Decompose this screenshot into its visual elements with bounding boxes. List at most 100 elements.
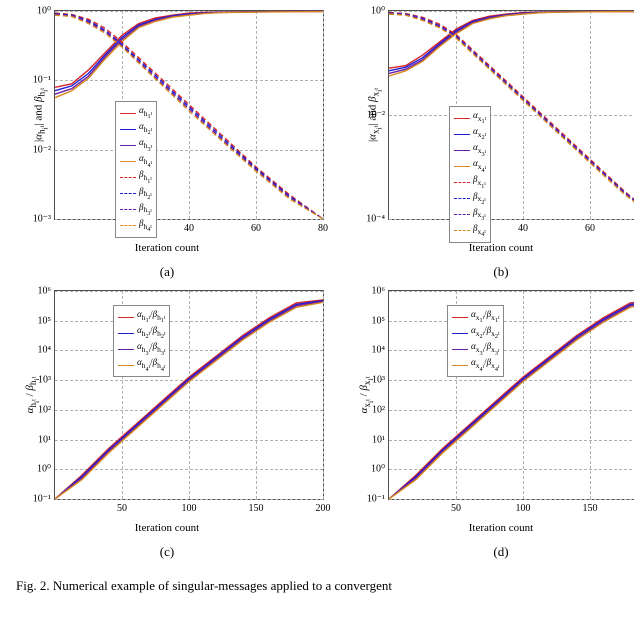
legend-item: βx1t	[454, 174, 486, 190]
legend-swatch	[118, 349, 134, 350]
legend-item: αx4t/βx4t	[452, 357, 499, 373]
ytick-label: 10⁴	[38, 345, 56, 356]
legend-label: αx3t	[473, 142, 486, 158]
panel-d: αxit / βxit 10⁻¹10⁰10¹10²10³10⁴10⁵10⁶501…	[344, 290, 634, 560]
legend-label: βx1t	[473, 174, 486, 190]
legend-label: αh2t	[139, 121, 152, 137]
legend-label: αh2t/βh2t	[137, 325, 165, 341]
xtick-label: 100	[182, 499, 197, 514]
series-lines	[55, 291, 323, 499]
ytick-label: 10¹	[38, 434, 55, 445]
legend-item: αh1t/βh1t	[118, 309, 165, 325]
legend-item: αx2t	[454, 126, 486, 142]
legend-item: αx4t	[454, 158, 486, 174]
legend-label: αh3t/βh3t	[137, 341, 165, 357]
series-lines	[389, 291, 634, 499]
legend-label: αx2t/βx2t	[471, 325, 499, 341]
xlabel-b: Iteration count	[469, 242, 533, 254]
legend-item: αh2t/βh2t	[118, 325, 165, 341]
figure-grid: |αhit| and βhit 10⁻³10⁻²10⁻¹10⁰20406080α…	[10, 10, 634, 595]
legend-swatch	[452, 365, 468, 366]
xtick-label: 150	[583, 499, 598, 514]
plot-d: 10⁻¹10⁰10¹10²10³10⁴10⁵10⁶50100150200αx1t…	[388, 290, 634, 500]
sublabel-c: (c)	[160, 544, 174, 560]
panel-a: |αhit| and βhit 10⁻³10⁻²10⁻¹10⁰20406080α…	[10, 10, 324, 280]
legend-item: αx1t/βx1t	[452, 309, 499, 325]
legend-swatch	[120, 209, 136, 210]
legend-label: βx2t	[473, 191, 486, 207]
legend-item: βh1t	[120, 169, 152, 185]
ytick-label: 10⁶	[372, 286, 390, 297]
panel-b: |αxit| and βxit 10⁻⁴10⁻²10⁰20406080αx1tα…	[344, 10, 634, 280]
legend-swatch	[454, 150, 470, 151]
ytick-label: 10²	[372, 404, 389, 415]
legend-swatch	[120, 177, 136, 178]
xtick-label: 40	[518, 219, 528, 234]
xlabel-a: Iteration count	[135, 242, 199, 254]
xtick-label: 50	[117, 499, 127, 514]
plot-a: 10⁻³10⁻²10⁻¹10⁰20406080αh1tαh2tαh3tαh4tβ…	[54, 10, 324, 220]
ytick-label: 10⁻²	[33, 144, 55, 155]
legend-swatch	[454, 214, 470, 215]
legend-item: αh3t	[120, 137, 152, 153]
xtick-label: 60	[251, 219, 261, 234]
legend-label: αh4t/βh4t	[137, 357, 165, 373]
legend-label: αh4t	[139, 153, 152, 169]
legend-swatch	[118, 317, 134, 318]
xtick-label: 150	[249, 499, 264, 514]
xtick-label: 100	[516, 499, 531, 514]
legend-item: αh3t/βh3t	[118, 341, 165, 357]
legend-item: βh2t	[120, 186, 152, 202]
legend-item: αh2t	[120, 121, 152, 137]
ytick-label: 10⁻²	[367, 110, 389, 121]
legend-item: βx2t	[454, 191, 486, 207]
legend-swatch	[120, 225, 136, 226]
legend-swatch	[120, 113, 136, 114]
ytick-label: 10³	[38, 375, 55, 386]
xtick-label: 50	[451, 499, 461, 514]
ytick-label: 10³	[372, 375, 389, 386]
ytick-label: 10⁰	[37, 6, 55, 17]
legend-label: αx4t/βx4t	[471, 357, 499, 373]
legend-label: αh1t/βh1t	[137, 309, 165, 325]
grid-line	[389, 219, 634, 220]
legend-item: βh3t	[120, 202, 152, 218]
series-lines	[55, 11, 323, 219]
legend-swatch	[120, 161, 136, 162]
legend-label: αx3t/βx3t	[471, 341, 499, 357]
legend-label: βh3t	[139, 202, 152, 218]
legend: αx1t/βx1tαx2t/βx2tαx3t/βx3tαx4t/βx4t	[447, 305, 504, 377]
grid-line	[323, 11, 324, 219]
legend-swatch	[454, 230, 470, 231]
legend-swatch	[454, 182, 470, 183]
ytick-label: 10⁴	[372, 345, 390, 356]
panel-c: αhit / βhit 10⁻¹10⁰10¹10²10³10⁴10⁵10⁶501…	[10, 290, 324, 560]
legend-label: βx3t	[473, 207, 486, 223]
legend-label: βx4t	[473, 223, 486, 239]
legend-item: αx3t/βx3t	[452, 341, 499, 357]
xtick-label: 80	[318, 219, 328, 234]
legend-swatch	[454, 134, 470, 135]
ytick-label: 10⁻⁴	[366, 214, 389, 225]
ytick-label: 10⁵	[38, 315, 56, 326]
legend-swatch	[118, 365, 134, 366]
xlabel-c: Iteration count	[135, 522, 199, 534]
ytick-label: 10⁰	[371, 6, 389, 17]
legend-label: αx1t	[473, 110, 486, 126]
legend-swatch	[452, 317, 468, 318]
ytick-label: 10⁰	[37, 464, 55, 475]
ytick-label: 10⁻¹	[33, 75, 55, 86]
legend-label: βh2t	[139, 186, 152, 202]
legend: αh1t/βh1tαh2t/βh2tαh3t/βh3tαh4t/βh4t	[113, 305, 170, 377]
legend-item: αx2t/βx2t	[452, 325, 499, 341]
legend-swatch	[454, 166, 470, 167]
legend-swatch	[454, 118, 470, 119]
ytick-label: 10⁻³	[33, 214, 55, 225]
sublabel-d: (d)	[493, 544, 508, 560]
legend-item: αh4t	[120, 153, 152, 169]
ytick-label: 10⁻¹	[367, 494, 389, 505]
ytick-label: 10⁵	[372, 315, 390, 326]
xtick-label: 60	[585, 219, 595, 234]
legend-label: αx1t/βx1t	[471, 309, 499, 325]
legend: αh1tαh2tαh3tαh4tβh1tβh2tβh3tβh4t	[115, 101, 157, 238]
